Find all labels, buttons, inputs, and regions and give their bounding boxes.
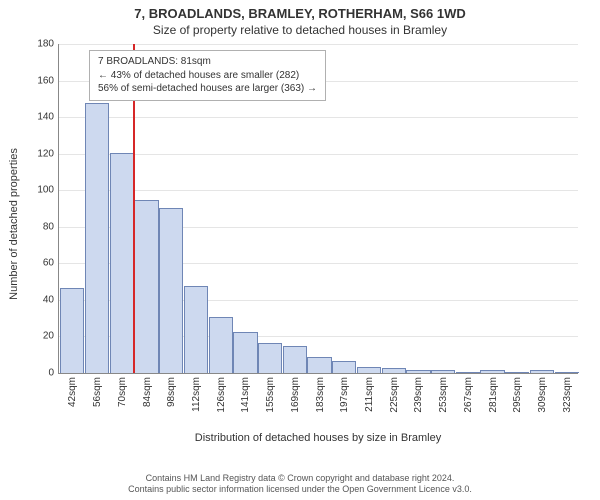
histogram-bar bbox=[209, 317, 233, 373]
histogram-bar bbox=[258, 343, 282, 373]
histogram-bar bbox=[382, 368, 406, 373]
histogram-bar bbox=[406, 370, 430, 373]
annotation-line-1: 7 BROADLANDS: 81sqm bbox=[98, 55, 317, 69]
license-text: Contains HM Land Registry data © Crown c… bbox=[0, 473, 600, 496]
y-tick-label: 40 bbox=[24, 294, 54, 305]
bar-slot: 42sqm bbox=[59, 44, 84, 373]
bar-slot: 295sqm bbox=[504, 44, 529, 373]
annotation-line-2: ← 43% of detached houses are smaller (28… bbox=[98, 69, 317, 83]
histogram-bar bbox=[431, 370, 455, 373]
x-tick-label: 112sqm bbox=[191, 377, 202, 412]
x-tick-label: 323sqm bbox=[562, 377, 573, 413]
x-tick-label: 239sqm bbox=[413, 377, 424, 413]
x-tick-label: 126sqm bbox=[216, 377, 227, 413]
y-tick-label: 160 bbox=[24, 75, 54, 86]
y-tick-label: 140 bbox=[24, 112, 54, 123]
histogram-bar bbox=[505, 372, 529, 373]
license-line-2: Contains public sector information licen… bbox=[0, 484, 600, 496]
histogram-bar bbox=[332, 361, 356, 373]
x-tick-label: 155sqm bbox=[265, 377, 276, 413]
histogram-bar bbox=[530, 370, 554, 373]
y-tick-label: 100 bbox=[24, 185, 54, 196]
x-tick-label: 197sqm bbox=[339, 377, 350, 413]
x-tick-label: 295sqm bbox=[512, 377, 523, 413]
x-tick-label: 84sqm bbox=[142, 377, 153, 407]
bar-slot: 323sqm bbox=[553, 44, 578, 373]
x-tick-label: 211sqm bbox=[364, 377, 375, 412]
histogram-bar bbox=[233, 332, 257, 373]
histogram-bar bbox=[85, 103, 109, 373]
y-tick-label: 60 bbox=[24, 258, 54, 269]
histogram-bar bbox=[357, 367, 381, 373]
histogram-bar bbox=[110, 153, 134, 373]
y-tick-label: 120 bbox=[24, 148, 54, 159]
bar-slot: 309sqm bbox=[529, 44, 554, 373]
x-tick-label: 70sqm bbox=[117, 377, 128, 407]
x-tick-label: 141sqm bbox=[240, 377, 251, 413]
histogram-bar bbox=[480, 370, 504, 373]
x-tick-label: 169sqm bbox=[290, 377, 301, 413]
histogram-bar bbox=[159, 208, 183, 374]
histogram-bar bbox=[283, 346, 307, 373]
y-tick-label: 80 bbox=[24, 221, 54, 232]
license-line-1: Contains HM Land Registry data © Crown c… bbox=[0, 473, 600, 485]
x-tick-label: 253sqm bbox=[438, 377, 449, 413]
x-tick-label: 309sqm bbox=[537, 377, 548, 413]
bar-slot: 239sqm bbox=[405, 44, 430, 373]
x-tick-label: 42sqm bbox=[67, 377, 78, 407]
histogram-bar bbox=[307, 357, 331, 373]
plot-region: 42sqm56sqm70sqm84sqm98sqm112sqm126sqm141… bbox=[58, 44, 578, 374]
annotation-box: 7 BROADLANDS: 81sqm ← 43% of detached ho… bbox=[89, 50, 326, 101]
chart-subtitle: Size of property relative to detached ho… bbox=[0, 23, 600, 37]
annotation-line-3: 56% of semi-detached houses are larger (… bbox=[98, 82, 317, 96]
x-axis-label: Distribution of detached houses by size … bbox=[58, 432, 578, 444]
x-tick-label: 183sqm bbox=[315, 377, 326, 413]
chart-area: Number of detached properties 42sqm56sqm… bbox=[58, 44, 578, 404]
x-tick-label: 281sqm bbox=[488, 377, 499, 413]
y-tick-label: 20 bbox=[24, 331, 54, 342]
x-tick-label: 225sqm bbox=[389, 377, 400, 413]
y-axis-label: Number of detached properties bbox=[8, 148, 20, 300]
histogram-bar bbox=[555, 372, 579, 373]
bar-slot: 211sqm bbox=[356, 44, 381, 373]
bar-slot: 253sqm bbox=[430, 44, 455, 373]
bar-slot: 197sqm bbox=[331, 44, 356, 373]
y-tick-label: 0 bbox=[24, 368, 54, 379]
chart-container: 7, BROADLANDS, BRAMLEY, ROTHERHAM, S66 1… bbox=[0, 0, 600, 500]
histogram-bar bbox=[134, 200, 158, 373]
bar-slot: 267sqm bbox=[455, 44, 480, 373]
x-tick-label: 267sqm bbox=[463, 377, 474, 413]
histogram-bar bbox=[60, 288, 84, 373]
histogram-bar bbox=[184, 286, 208, 373]
bar-slot: 281sqm bbox=[479, 44, 504, 373]
histogram-bar bbox=[456, 372, 480, 373]
chart-title: 7, BROADLANDS, BRAMLEY, ROTHERHAM, S66 1… bbox=[0, 0, 600, 21]
x-tick-label: 98sqm bbox=[166, 377, 177, 407]
bar-slot: 225sqm bbox=[380, 44, 405, 373]
x-tick-label: 56sqm bbox=[92, 377, 103, 407]
y-tick-label: 180 bbox=[24, 39, 54, 50]
